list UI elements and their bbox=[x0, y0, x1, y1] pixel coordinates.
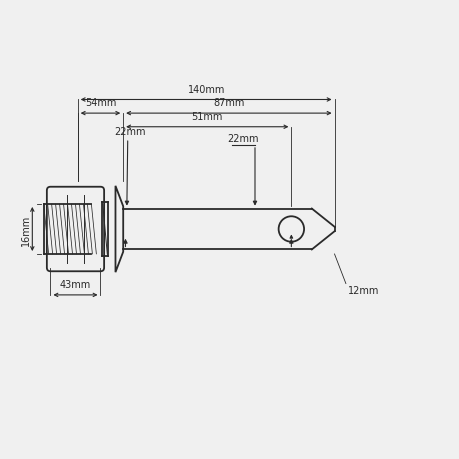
Text: 16mm: 16mm bbox=[21, 214, 30, 245]
Text: 22mm: 22mm bbox=[227, 134, 259, 143]
Text: 140mm: 140mm bbox=[187, 84, 224, 95]
Text: 43mm: 43mm bbox=[60, 280, 91, 289]
Text: 54mm: 54mm bbox=[84, 98, 116, 108]
Text: 22mm: 22mm bbox=[114, 127, 146, 136]
Text: 87mm: 87mm bbox=[213, 98, 244, 108]
Text: 12mm: 12mm bbox=[347, 285, 379, 296]
Text: 51mm: 51mm bbox=[191, 112, 223, 122]
